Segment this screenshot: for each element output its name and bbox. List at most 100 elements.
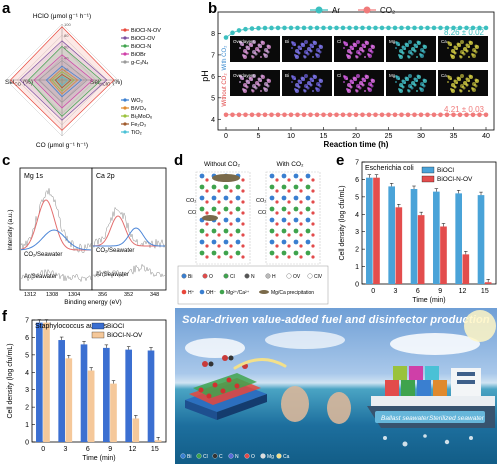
- lattice-atom: [223, 206, 229, 212]
- ph-point: [431, 112, 437, 118]
- ph-xtick: 15: [320, 133, 328, 140]
- lattice-atom: [229, 222, 233, 226]
- lattice-atom: [305, 250, 311, 256]
- ph-point: [464, 25, 469, 31]
- bar-ytick: 5: [25, 352, 29, 359]
- ph-point: [327, 112, 333, 118]
- bar-chart-title: Staphylococcus aureus: [35, 323, 108, 330]
- xps-xtick-356: 356: [98, 292, 107, 298]
- bar-legend-item: BiOCl: [437, 167, 455, 174]
- scene-legend-item: N: [235, 454, 239, 460]
- bar-xtick: 6: [86, 446, 90, 453]
- lattice-atom: [275, 189, 279, 193]
- mech-left-co2: CO₂: [186, 198, 196, 204]
- lattice-atom: [211, 184, 217, 190]
- ph-point: [483, 25, 489, 31]
- bar-xtick: 6: [416, 288, 420, 295]
- lattice-atom: [269, 228, 275, 234]
- ph-point: [334, 112, 339, 118]
- bar: [366, 177, 373, 284]
- ph-point: [451, 25, 456, 31]
- ph-point: [327, 25, 333, 31]
- lattice-atom: [293, 250, 299, 256]
- lattice-atom: [223, 184, 229, 190]
- mech-legend-item: O: [209, 274, 213, 280]
- without-co2-label: Without CO₂: [222, 73, 228, 107]
- mech-legend-item: OV: [293, 274, 301, 280]
- panel-f: f 0 1 2 3 4 5 6 7 0 3 6 9 12 15 Staphylococcus aureus T…: [0, 308, 172, 466]
- mech-left-title: Without CO₂: [204, 161, 241, 168]
- ph-ytick: 7: [211, 52, 215, 59]
- lattice-atom: [311, 233, 315, 237]
- ph-ar-value: 8.26 ± 0.02: [444, 28, 485, 37]
- ph-point: [288, 25, 294, 31]
- lattice-atom: [199, 228, 205, 234]
- mech-right-co: CO: [258, 210, 267, 216]
- ph-ytick: 6: [211, 74, 215, 81]
- bar-legend-swatch: [421, 166, 435, 174]
- radar-legend-item: Fe₂O₃: [131, 122, 146, 128]
- lattice-atom: [275, 211, 279, 215]
- radar-series-polygon: [49, 68, 79, 95]
- ph-point: [373, 112, 378, 118]
- lattice-atom: [205, 178, 209, 182]
- lattice-atom: [305, 239, 311, 245]
- bar-ytick: 1: [25, 422, 29, 429]
- ph-point: [256, 112, 261, 118]
- radar-series-polygon: [51, 71, 75, 92]
- ph-point: [223, 35, 229, 40]
- ph-point: [470, 25, 476, 31]
- lattice-atom: [205, 211, 209, 215]
- ph-xtick: 5: [257, 133, 261, 140]
- xps-top-trace-label-left: CO₂/Seawater: [24, 252, 62, 258]
- bar: [154, 440, 162, 442]
- eds-map-label: Cl: [337, 39, 341, 44]
- radar-tick: 40: [64, 56, 69, 61]
- precipitate: [202, 215, 218, 221]
- eds-map-label: Ca: [441, 73, 447, 78]
- ph-point: [366, 25, 372, 31]
- bar-ytick: 3: [25, 387, 29, 394]
- bar-xlabel: Time (min): [82, 455, 115, 462]
- lattice-atom: [275, 255, 279, 259]
- radar-series-polygon: [54, 73, 72, 89]
- bar: [80, 344, 88, 442]
- bar: [87, 370, 95, 442]
- lattice-atom: [305, 206, 311, 212]
- lattice-atom: [293, 228, 299, 234]
- ph-point: [243, 26, 248, 32]
- ph-xtick: 20: [352, 133, 360, 140]
- lattice-atom: [223, 228, 229, 234]
- lattice-atom: [281, 184, 287, 190]
- ph-point: [282, 25, 287, 31]
- radar-series-polygon: [45, 65, 83, 98]
- panel-b: b 4 5 6 7 8 0 5 10 15 20 25 30 35 40 pH Reaction tim…: [172, 0, 500, 150]
- ph-legend-ar: Ar: [332, 6, 340, 15]
- ph-xtick: 25: [385, 133, 393, 140]
- lattice-atom: [293, 184, 299, 190]
- eds-map-label: Ca: [441, 39, 447, 44]
- ph-xtick: 35: [450, 133, 458, 140]
- lattice-atom: [269, 195, 275, 201]
- mech-legend-item: H: [272, 274, 276, 280]
- panel-label-d: d: [174, 152, 184, 169]
- ph-point: [464, 112, 469, 118]
- bar-xtick: 9: [438, 288, 442, 295]
- xps-xlabel: Binding energy (eV): [64, 299, 121, 306]
- bar: [484, 282, 492, 284]
- ph-point: [360, 25, 365, 31]
- mech-legend-item: Bi: [188, 274, 192, 280]
- bar-legend-swatch: [91, 322, 105, 330]
- radar-legend-item: BiOCl-OV: [131, 36, 155, 42]
- lattice-atom: [217, 211, 221, 215]
- panel-label-e: e: [336, 152, 345, 169]
- bar: [147, 350, 155, 442]
- ph-point: [444, 112, 450, 118]
- ph-point: [308, 25, 313, 31]
- lattice-atom: [229, 244, 233, 248]
- radar-legend-item: TiO₂: [131, 130, 142, 136]
- lattice-atom: [269, 250, 275, 256]
- lattice-atom: [287, 200, 291, 204]
- bar-ytick: 6: [355, 177, 359, 184]
- mech-left-co: CO: [188, 210, 197, 216]
